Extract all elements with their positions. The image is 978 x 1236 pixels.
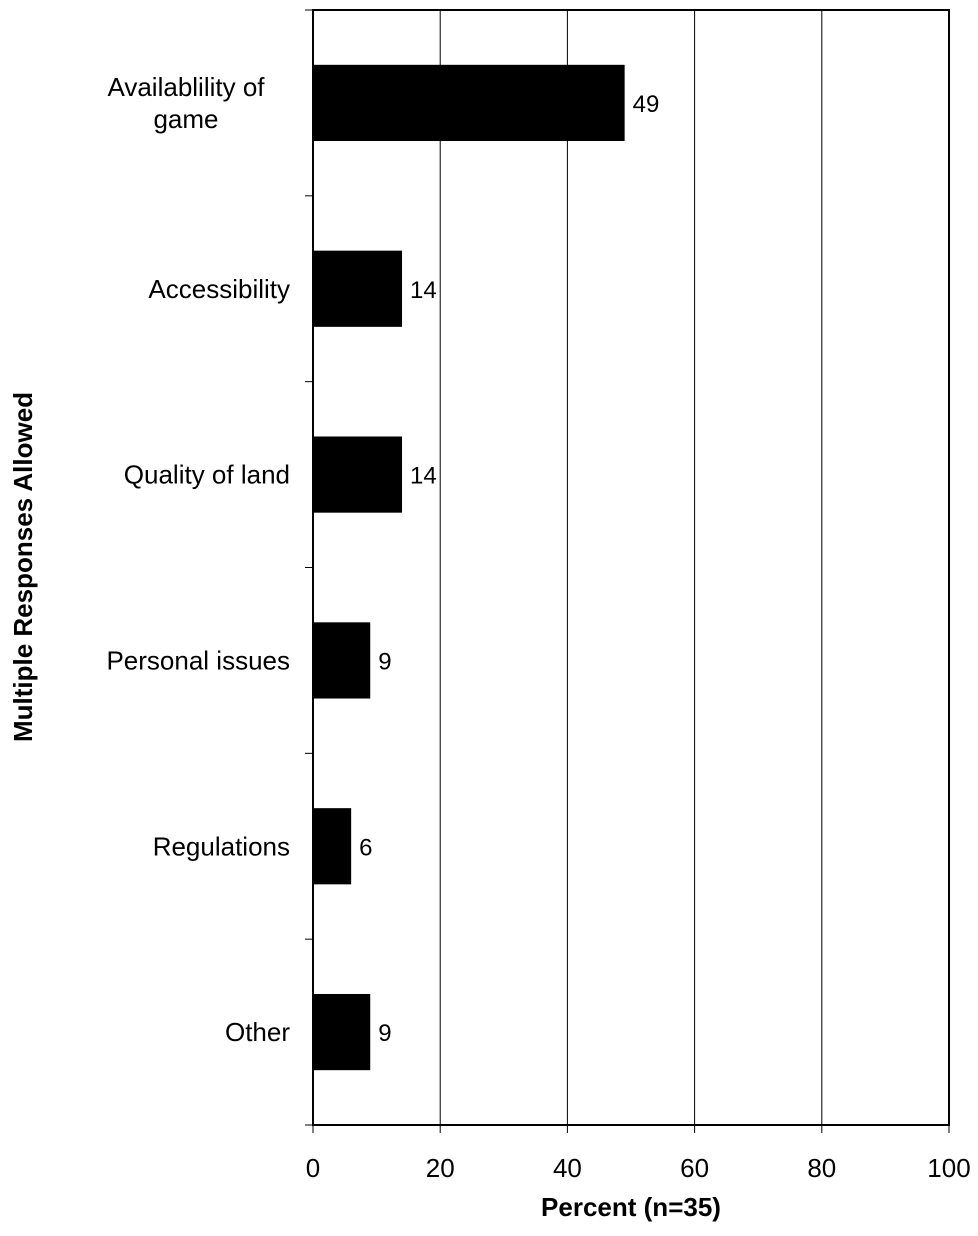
category-label: Quality of land — [124, 460, 290, 490]
category-label: Availablility of game — [107, 72, 265, 134]
category-label: Other — [225, 1017, 290, 1047]
data-label: 14 — [410, 277, 437, 304]
bar — [313, 993, 371, 1071]
x-tick-label: 0 — [306, 1153, 320, 1183]
category-label: Regulations — [153, 831, 290, 861]
bar — [313, 436, 403, 513]
data-label: 9 — [378, 648, 391, 675]
data-label: 6 — [359, 834, 372, 861]
x-axis-title: Percent (n=35) — [541, 1192, 721, 1222]
data-label: 49 — [633, 91, 660, 118]
category-label: Personal issues — [106, 645, 290, 675]
data-label: 14 — [410, 463, 437, 490]
category-labels: Availablility of game Accessibility Quality… — [106, 72, 290, 1047]
x-tick-label: 20 — [426, 1153, 455, 1183]
category-label: Accessibility — [148, 274, 290, 304]
gridlines — [439, 10, 823, 1125]
x-tick-label: 40 — [553, 1153, 582, 1183]
plot-area — [312, 9, 950, 1126]
y-axis-ticks — [305, 9, 313, 1126]
x-tick-label: 80 — [807, 1153, 836, 1183]
y-axis-title: Multiple Responses Allowed — [8, 392, 38, 742]
bar — [313, 808, 352, 885]
bar — [313, 622, 371, 699]
x-tick-label: 100 — [927, 1153, 970, 1183]
x-tick-label: 60 — [680, 1153, 709, 1183]
data-label: 9 — [378, 1020, 391, 1047]
bars — [313, 64, 625, 1071]
data-labels: 49 14 14 9 6 9 — [359, 91, 659, 1047]
bar — [313, 250, 403, 327]
bar — [313, 64, 625, 142]
x-axis-ticks: 0 20 40 60 80 100 — [306, 1125, 971, 1183]
